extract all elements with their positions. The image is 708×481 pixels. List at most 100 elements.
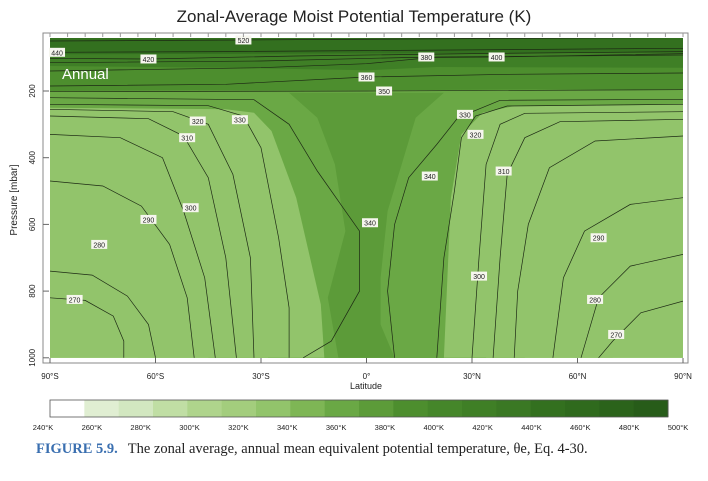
contour-label-text: 420 — [143, 57, 155, 64]
contour-label: 350 — [376, 86, 393, 96]
colorbar-frame — [49, 399, 669, 418]
colorbar-swatch — [153, 400, 188, 417]
x-tick-label: 30°N — [463, 372, 481, 381]
contour-label: 380 — [418, 52, 435, 62]
x-tick-label: 60°S — [147, 372, 164, 381]
contour-330 — [436, 103, 683, 358]
y-tick-label: 200 — [28, 84, 37, 98]
contour-label-text: 280 — [93, 242, 105, 249]
colorbar-swatch — [84, 400, 120, 417]
colorbar-tick-label: 320°K — [228, 423, 249, 432]
contour-label-text: 330 — [234, 118, 246, 125]
chart-title: Zonal-Average Moist Potential Temperatur… — [177, 7, 532, 26]
colorbar-swatch — [427, 400, 463, 417]
contour-280 — [580, 254, 683, 358]
colorbar-swatch — [599, 400, 635, 417]
colorbar-tick-label: 240°K — [33, 423, 54, 432]
contour-label: 520 — [235, 35, 252, 45]
x-tick-label: 90°N — [674, 372, 692, 381]
contour-label: 270 — [66, 294, 83, 304]
colorbar-tick-label: 360°K — [326, 423, 347, 432]
colorbar-swatch — [118, 400, 154, 417]
colorbar-swatch — [50, 400, 85, 417]
colorbar-tick-label: 420°K — [472, 423, 493, 432]
contour-label-text: 440 — [51, 50, 63, 57]
colorbar-swatch — [187, 400, 223, 417]
colorbar-swatch — [324, 400, 360, 417]
y-axis-label: Pressure [mbar] — [9, 164, 20, 235]
contour-label-text: 290 — [593, 236, 605, 243]
contour-label: 280 — [91, 239, 108, 249]
figure-caption: FIGURE 5.9. The zonal average, annual mea… — [36, 441, 588, 458]
contour-label-text: 320 — [470, 132, 482, 139]
contour-label: 360 — [358, 72, 375, 82]
contour-label-text: 270 — [69, 297, 81, 304]
colorbar-tick-label: 500°K — [668, 423, 689, 432]
x-axis-label: Latitude — [350, 381, 382, 391]
colorbar-tick-label: 460°K — [570, 423, 591, 432]
contour-chart: Zonal-Average Moist Potential Temperatur… — [9, 7, 692, 432]
contour-340 — [50, 97, 360, 358]
contour-label: 440 — [49, 47, 66, 57]
contour-label-text: 280 — [589, 297, 601, 304]
colorbar-swatch — [359, 400, 394, 417]
colorbar-swatch — [565, 400, 600, 417]
contour-440 — [50, 47, 683, 53]
contour-310 — [50, 115, 237, 358]
contour-label: 330 — [456, 109, 473, 119]
y-tick-label: 400 — [28, 150, 37, 164]
colorbar-swatch — [496, 400, 532, 417]
contour-label: 420 — [140, 54, 157, 64]
contour-300 — [513, 135, 683, 358]
contour-label-text: 300 — [185, 206, 197, 213]
contour-label: 320 — [467, 129, 484, 139]
colorbar-swatch — [393, 400, 429, 417]
contour-label: 280 — [587, 294, 604, 304]
contour-label: 310 — [179, 133, 196, 143]
contour-label: 310 — [495, 166, 512, 176]
colorbar-swatch — [633, 400, 669, 417]
x-tick-label: 90°S — [41, 372, 58, 381]
fill-region-320-340 — [50, 107, 325, 358]
contour-label-text: 400 — [491, 55, 503, 62]
contour-350 — [50, 89, 683, 93]
contour-label-text: 380 — [420, 55, 432, 62]
colorbar-swatch — [221, 400, 257, 417]
contour-label: 340 — [421, 171, 438, 181]
x-tick-label: 0° — [363, 372, 371, 381]
contour-label-text: 300 — [473, 274, 485, 281]
fill-region-420-440 — [50, 38, 683, 55]
x-tick-label: 60°N — [569, 372, 587, 381]
contour-290 — [552, 197, 683, 358]
contour-340 — [387, 98, 683, 358]
caption-text: The zonal average, annual mean equivalen… — [127, 441, 588, 457]
contour-label: 330 — [231, 115, 248, 125]
contour-310 — [492, 118, 683, 358]
contour-label: 300 — [471, 271, 488, 281]
contour-330 — [50, 103, 290, 358]
y-tick-label: 800 — [28, 284, 37, 298]
contour-label: 400 — [488, 52, 505, 62]
contour-label: 270 — [608, 329, 625, 339]
contour-label: 300 — [182, 203, 199, 213]
y-tick-label: 1000 — [28, 348, 37, 366]
colorbar-tick-label: 260°K — [82, 423, 103, 432]
colorbar-swatch — [530, 400, 566, 417]
contour-label: 290 — [590, 233, 607, 243]
contour-label-text: 340 — [424, 174, 436, 181]
fill-region-320-340 — [443, 104, 683, 358]
contour-label: 340 — [362, 218, 379, 228]
panel-label: Annual — [62, 66, 109, 83]
figure-number: FIGURE 5.9. — [36, 441, 118, 457]
contour-label-text: 330 — [459, 112, 471, 119]
contour-label-text: 350 — [378, 89, 390, 96]
y-tick-label: 600 — [28, 217, 37, 231]
contour-300 — [50, 134, 216, 358]
colorbar-swatch — [290, 400, 326, 417]
contour-label: 290 — [140, 214, 157, 224]
contour-290 — [50, 180, 195, 358]
colorbar-tick-label: 380°K — [375, 423, 396, 432]
colorbar-swatch — [462, 400, 497, 417]
contour-label-text: 310 — [181, 136, 193, 143]
contour-label-text: 290 — [143, 217, 155, 224]
